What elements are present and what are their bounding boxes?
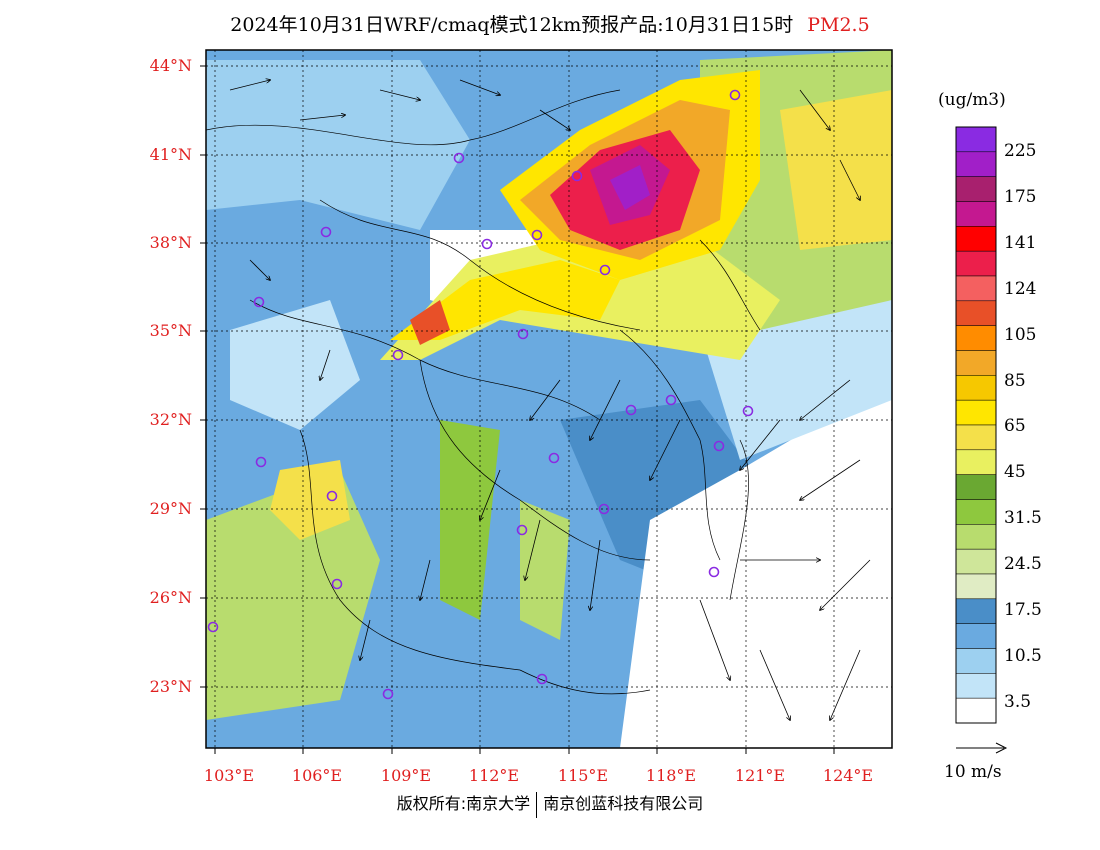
colorbar-cell <box>955 573 997 600</box>
colorbar-label-10-5: 10.5 <box>1004 646 1042 666</box>
graticule <box>206 50 892 748</box>
colorbar-label-141: 141 <box>1004 233 1037 253</box>
vector-key-label: 10 m/s <box>944 762 1002 782</box>
colorbar-cell <box>955 524 997 550</box>
lat-label-26: 26°N <box>149 588 192 607</box>
lat-label-38: 38°N <box>149 233 192 252</box>
chart-title: 2024年10月31日WRF/cmaq模式12km预报产品:10月31日15时 P… <box>0 10 1100 37</box>
title-species: PM2.5 <box>807 14 870 36</box>
lat-label-29: 29°N <box>149 499 192 518</box>
footer-right: 南京创蓝科技有限公司 <box>543 794 704 813</box>
colorbar-label-65: 65 <box>1004 416 1026 436</box>
lon-label-109: 109°E <box>380 766 432 785</box>
footer-left: 版权所有:南京大学 <box>396 794 531 813</box>
colorbar-cell <box>955 648 997 674</box>
colorbar-cell <box>955 399 997 426</box>
wind-vectors <box>229 80 871 720</box>
colorbar-label-175: 175 <box>1004 187 1037 207</box>
colorbar-cell <box>955 449 997 475</box>
concentration-field <box>206 50 892 748</box>
copyright-footer: 版权所有:南京大学 南京创蓝科技有限公司 <box>0 790 1100 818</box>
colorbar-cell <box>955 623 997 649</box>
title-main: 2024年10月31日WRF/cmaq模式12km预报产品:10月31日15时 <box>230 14 794 36</box>
city-markers <box>207 89 754 700</box>
colorbar-cell <box>955 474 997 500</box>
lon-label-106: 106°E <box>291 766 343 785</box>
colorbar-cell <box>955 673 997 699</box>
colorbar-cell <box>955 201 997 227</box>
colorbar-cell <box>955 126 997 153</box>
colorbar-cell <box>955 226 997 252</box>
lon-label-103: 103°E <box>203 766 255 785</box>
colorbar-cell <box>955 300 997 326</box>
vector-key-arrow <box>956 742 1008 754</box>
colorbar-unit: (ug/m3) <box>938 90 1006 110</box>
colorbar-cell <box>955 250 997 277</box>
colorbar-cell <box>955 424 997 451</box>
lon-label-115: 115°E <box>557 766 609 785</box>
boundaries <box>206 89 761 695</box>
colorbar-cell <box>955 325 997 351</box>
colorbar-cell <box>955 375 997 401</box>
colorbar-label-105: 105 <box>1004 325 1037 345</box>
colorbar-cell <box>955 350 997 376</box>
lat-label-32: 32°N <box>149 410 192 429</box>
colorbar-cell <box>955 598 997 624</box>
axis-ticks <box>200 65 835 754</box>
colorbar-cell <box>955 499 997 525</box>
map-frame <box>205 49 893 749</box>
colorbar-label-45: 45 <box>1004 462 1026 482</box>
colorbar-label-225: 225 <box>1004 141 1037 161</box>
lat-label-41: 41°N <box>149 145 192 164</box>
colorbar-cell <box>955 697 997 724</box>
colorbar-label-3-5: 3.5 <box>1004 692 1032 712</box>
colorbar-label-24-5: 24.5 <box>1004 554 1042 574</box>
colorbar-label-17-5: 17.5 <box>1004 600 1042 620</box>
lon-label-121: 121°E <box>734 766 786 785</box>
colorbar-cell <box>955 176 997 202</box>
colorbar-label-31-5: 31.5 <box>1004 508 1042 528</box>
footer-divider <box>536 791 538 818</box>
lat-label-23: 23°N <box>149 677 192 696</box>
colorbar-label-124: 124 <box>1004 279 1037 299</box>
lon-label-112: 112°E <box>468 766 520 785</box>
colorbar-label-85: 85 <box>1004 371 1026 391</box>
lon-label-118: 118°E <box>645 766 697 785</box>
colorbar-cell <box>955 275 997 302</box>
lon-label-124: 124°E <box>822 766 874 785</box>
colorbar-cell <box>955 548 997 575</box>
lat-label-44: 44°N <box>149 56 192 75</box>
colorbar-cell <box>955 151 997 177</box>
colorbar <box>955 126 997 724</box>
lat-label-35: 35°N <box>149 321 192 340</box>
